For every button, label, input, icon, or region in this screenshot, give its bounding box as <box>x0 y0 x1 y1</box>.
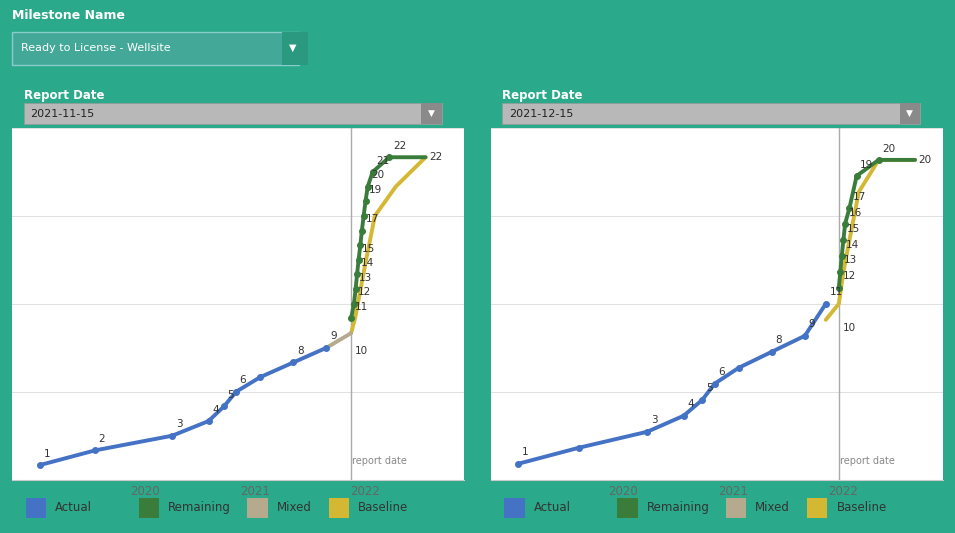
Text: ▼: ▼ <box>289 43 297 53</box>
Text: 19: 19 <box>370 185 382 195</box>
Text: 12: 12 <box>842 271 856 281</box>
Text: Report Date: Report Date <box>502 88 583 102</box>
Text: 10: 10 <box>354 346 368 356</box>
Bar <box>617 498 638 518</box>
Text: Mixed: Mixed <box>277 501 311 514</box>
Text: 13: 13 <box>844 255 858 265</box>
Bar <box>329 498 349 518</box>
Text: report date: report date <box>839 456 895 466</box>
Text: Mixed: Mixed <box>755 501 790 514</box>
Bar <box>138 498 159 518</box>
Bar <box>12 31 299 65</box>
Text: 13: 13 <box>359 273 372 283</box>
Text: 20: 20 <box>882 143 896 154</box>
Bar <box>421 103 441 124</box>
Bar <box>504 498 524 518</box>
Text: Remaining: Remaining <box>168 501 231 514</box>
Text: 2: 2 <box>98 434 105 444</box>
Bar <box>726 498 746 518</box>
Text: 2021-11-15: 2021-11-15 <box>31 109 95 118</box>
Bar <box>502 103 920 124</box>
Text: 21: 21 <box>376 156 390 166</box>
Text: 2021-12-15: 2021-12-15 <box>509 109 573 118</box>
Text: 15: 15 <box>362 244 375 254</box>
Text: 5: 5 <box>706 383 712 393</box>
Text: 16: 16 <box>849 207 862 217</box>
Bar <box>282 31 308 65</box>
Text: 12: 12 <box>357 287 371 297</box>
Text: Remaining: Remaining <box>647 501 710 514</box>
Text: 6: 6 <box>240 375 246 385</box>
Text: 22: 22 <box>429 152 442 162</box>
Text: 3: 3 <box>176 419 182 430</box>
Text: 1: 1 <box>44 449 51 459</box>
Text: 15: 15 <box>847 223 860 233</box>
Text: Ready to License - Wellsite: Ready to License - Wellsite <box>21 43 171 53</box>
Text: 5: 5 <box>227 390 234 400</box>
Text: 20: 20 <box>919 155 932 165</box>
Text: 14: 14 <box>361 258 374 268</box>
Text: 22: 22 <box>393 141 406 151</box>
Text: 19: 19 <box>860 159 874 169</box>
Text: 14: 14 <box>845 239 859 249</box>
Text: 8: 8 <box>775 335 782 345</box>
Bar <box>247 498 267 518</box>
Text: ▼: ▼ <box>906 109 913 118</box>
Text: ▼: ▼ <box>428 109 435 118</box>
Text: 11: 11 <box>829 287 842 297</box>
Text: 1: 1 <box>522 447 529 457</box>
Text: 9: 9 <box>809 319 816 329</box>
Text: 4: 4 <box>212 405 219 415</box>
Text: Actual: Actual <box>55 501 93 514</box>
Text: 20: 20 <box>371 170 385 180</box>
Bar <box>26 498 46 518</box>
Text: Baseline: Baseline <box>837 501 886 514</box>
Text: 11: 11 <box>354 302 368 312</box>
Text: Actual: Actual <box>534 501 571 514</box>
Text: report date: report date <box>352 456 407 466</box>
Text: 3: 3 <box>651 415 658 425</box>
Text: 17: 17 <box>366 214 379 224</box>
Bar <box>807 498 827 518</box>
Bar <box>900 103 920 124</box>
Text: 8: 8 <box>297 346 304 356</box>
Text: 10: 10 <box>842 323 856 333</box>
Text: Report Date: Report Date <box>24 88 104 102</box>
Text: 6: 6 <box>718 367 725 377</box>
Text: Milestone Name: Milestone Name <box>12 9 125 22</box>
Text: Baseline: Baseline <box>358 501 408 514</box>
Text: 17: 17 <box>853 191 866 201</box>
Text: 9: 9 <box>330 332 337 342</box>
Bar <box>24 103 441 124</box>
Text: 4: 4 <box>688 399 694 409</box>
